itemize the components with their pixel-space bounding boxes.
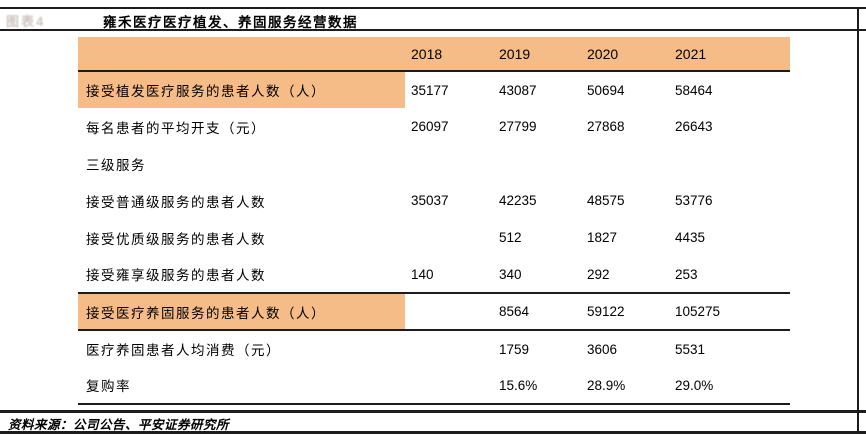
value-cell: 1759 bbox=[499, 341, 530, 357]
table-row-medical-care-patients: 接受医疗养固服务的患者人数（人） 8564 59122 105275 bbox=[78, 293, 790, 330]
table-row-premium-tier-patients: 接受优质级服务的患者人数 512 1827 4435 bbox=[78, 219, 790, 256]
value-cell: 4435 bbox=[675, 230, 706, 245]
value-cell: 43087 bbox=[499, 82, 537, 98]
value-cell bbox=[405, 367, 493, 404]
value-cell: 29.0% bbox=[675, 377, 714, 393]
row-label-cell: 接受植发医疗服务的患者人数（人） bbox=[78, 71, 405, 108]
row-label-cell: 每名患者的平均开支（元） bbox=[86, 120, 266, 136]
value-cell bbox=[405, 145, 493, 182]
corner-header-cell bbox=[78, 37, 405, 72]
value-cell: 27799 bbox=[499, 119, 537, 134]
value-cell: 253 bbox=[675, 266, 698, 282]
value-cell: 48575 bbox=[587, 193, 625, 208]
value-cell bbox=[405, 219, 493, 256]
value-cell: 50694 bbox=[587, 82, 625, 98]
row-label-cell: 复购率 bbox=[86, 379, 131, 394]
table-header-row: 2018 2019 2020 2021 bbox=[78, 37, 790, 72]
year-header-2018: 2018 bbox=[405, 37, 493, 72]
value-cell: 58464 bbox=[675, 82, 713, 98]
row-label-cell: 接受普通级服务的患者人数 bbox=[86, 194, 266, 210]
value-cell bbox=[493, 145, 581, 182]
page-title: 雍禾医疗医疗植发、养固服务经营数据 bbox=[103, 15, 358, 30]
table-row-care-avg-consumption: 医疗养固患者人均消费（元） 1759 3606 5531 bbox=[78, 330, 790, 367]
table-row-hair-transplant-patients: 接受植发医疗服务的患者人数（人） 35177 43087 50694 58464 bbox=[78, 71, 790, 108]
value-cell: 5531 bbox=[675, 341, 706, 357]
row-label-cell: 医疗养固患者人均消费（元） bbox=[86, 343, 281, 358]
value-cell bbox=[405, 293, 493, 330]
value-cell: 59122 bbox=[587, 304, 625, 319]
row-label-cell: 接受优质级服务的患者人数 bbox=[86, 231, 266, 247]
figure-number-label: 图表4 bbox=[6, 14, 46, 29]
value-cell: 35177 bbox=[411, 82, 449, 98]
value-cell bbox=[669, 145, 790, 182]
value-cell: 42235 bbox=[499, 193, 537, 208]
value-cell: 340 bbox=[499, 266, 522, 282]
value-cell: 1827 bbox=[587, 230, 618, 245]
pre-source-rule bbox=[0, 410, 866, 413]
table-row-regular-tier-patients: 接受普通级服务的患者人数 35037 42235 48575 53776 bbox=[78, 182, 790, 219]
value-cell: 512 bbox=[499, 230, 522, 245]
operating-data-table: 2018 2019 2020 2021 接受植发医疗服务的患者人数（人） 351… bbox=[78, 37, 790, 405]
row-label-cell: 接受医疗养固服务的患者人数（人） bbox=[78, 293, 405, 330]
top-rule bbox=[0, 7, 866, 9]
value-cell: 35037 bbox=[411, 193, 449, 208]
value-cell: 292 bbox=[587, 266, 610, 282]
value-cell: 8564 bbox=[499, 304, 530, 319]
row-label-cell: 接受雍享级服务的患者人数 bbox=[86, 268, 266, 283]
value-cell bbox=[581, 145, 669, 182]
table-row-avg-spending: 每名患者的平均开支（元） 26097 27799 27868 26643 bbox=[78, 108, 790, 145]
year-header-2020: 2020 bbox=[581, 37, 669, 72]
value-cell: 53776 bbox=[675, 193, 713, 208]
year-header-2019: 2019 bbox=[493, 37, 581, 72]
source-note: 资料来源：公司公告、平安证券研究所 bbox=[8, 418, 230, 432]
value-cell: 15.6% bbox=[499, 377, 538, 393]
value-cell: 26097 bbox=[411, 119, 449, 134]
value-cell: 27868 bbox=[587, 119, 625, 134]
value-cell: 3606 bbox=[587, 341, 618, 357]
table-row-yongxiang-tier-patients: 接受雍享级服务的患者人数 140 340 292 253 bbox=[78, 256, 790, 293]
title-underline-rule bbox=[0, 29, 866, 31]
value-cell: 140 bbox=[411, 266, 434, 282]
value-cell bbox=[405, 330, 493, 367]
value-cell: 28.9% bbox=[587, 377, 626, 393]
value-cell: 26643 bbox=[675, 119, 713, 134]
right-frame-rule bbox=[857, 7, 859, 434]
table-row-repurchase-rate: 复购率 15.6% 28.9% 29.0% bbox=[78, 367, 790, 404]
section-label-cell: 三级服务 bbox=[86, 157, 146, 173]
value-cell: 105275 bbox=[675, 304, 721, 319]
year-header-2021: 2021 bbox=[669, 37, 790, 72]
table-row-three-tier-service-section: 三级服务 bbox=[78, 145, 790, 182]
bottom-rule bbox=[0, 431, 866, 434]
